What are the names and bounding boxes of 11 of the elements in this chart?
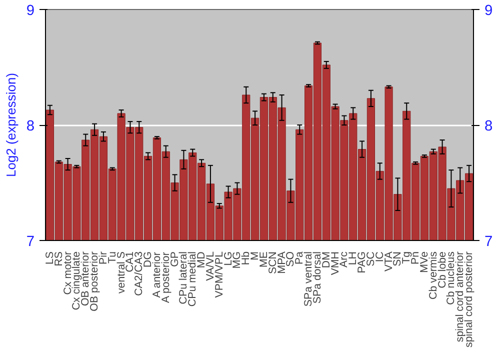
- x-tick-label: spinal cord posterior: [463, 251, 476, 348]
- x-tick-label: VPM/VPL: [213, 251, 226, 298]
- y-tick-label: 8: [26, 118, 35, 134]
- y-tick-label: 7: [26, 234, 35, 250]
- x-tick-label: MVe: [418, 251, 430, 273]
- x-tick-label: Tg: [400, 251, 413, 264]
- y2-tick-label: 8: [484, 118, 493, 134]
- y2-tick-label: 7: [484, 234, 493, 250]
- y2-tick-label: 9: [484, 3, 493, 19]
- y-tick-label: 9: [26, 3, 35, 19]
- y-axis-title: Log2 (expression): [3, 72, 18, 178]
